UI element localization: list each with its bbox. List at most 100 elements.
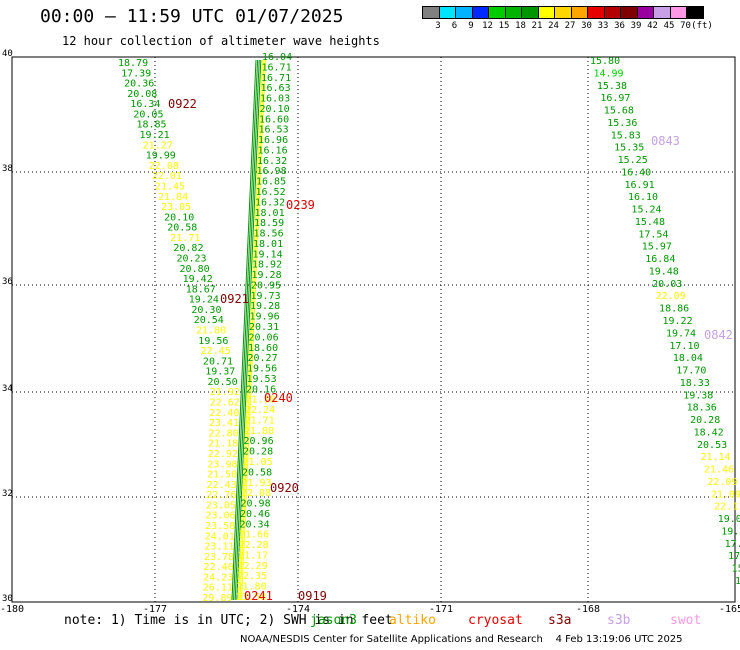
wave-height-label: 21.46: [704, 465, 734, 476]
wave-height-label: 15.48: [635, 217, 665, 228]
wave-height-label: 21.18: [208, 439, 238, 450]
wave-height-label: 15.8: [732, 564, 740, 575]
ground-track-line: [236, 59, 262, 601]
wave-height-label: 18.86: [659, 304, 689, 315]
wave-height-label: 16.71: [261, 73, 291, 84]
wave-height-label: 22.09: [656, 291, 686, 302]
pass-id-label: 0919: [298, 589, 327, 603]
wave-height-label: 18.01: [255, 208, 285, 219]
wave-height-label: 20.34: [240, 519, 270, 530]
latitude-tick-label: 34: [2, 384, 13, 394]
wave-height-label: 24.01: [205, 531, 235, 542]
ground-track-line: [237, 59, 263, 601]
latitude-tick-label: 38: [2, 164, 13, 174]
satellite-legend-swot: swot: [670, 613, 702, 628]
wave-height-label: 22.80: [209, 428, 239, 439]
pass-id-label: 0922: [168, 97, 197, 111]
longitude-tick-label: -171: [429, 604, 453, 615]
wave-height-label: 17.54: [638, 229, 668, 240]
wave-height-label: 23.05: [206, 500, 236, 511]
wave-height-label: 23.58: [205, 521, 235, 532]
wave-height-label: 19.24: [189, 295, 219, 306]
wave-height-label: 23.11: [204, 542, 234, 553]
wave-height-label: 15.35: [614, 143, 644, 154]
ground-track-line: [233, 59, 259, 601]
pass-id-label: 0240: [264, 391, 293, 405]
color-legend-label: 42: [647, 21, 658, 31]
wave-height-label: 19.5: [721, 526, 740, 537]
satellite-legend-altiko: altiko: [389, 613, 436, 628]
longitude-tick-label: -168: [576, 604, 600, 615]
wave-height-label: 21.71: [170, 233, 200, 244]
wave-height-label: 21.80: [196, 326, 226, 337]
wave-height-label: 20.46: [240, 509, 270, 520]
wave-height-label: 20.53: [697, 440, 727, 451]
color-swatch: [686, 6, 704, 19]
wave-height-label: 26.11: [203, 583, 233, 594]
wave-height-label: 16.63: [261, 83, 291, 94]
wave-height-label: 22.11: [714, 502, 740, 513]
wave-height-label: 19.28: [250, 301, 280, 312]
pass-id-label: 0921: [220, 292, 249, 306]
wave-height-label: 16.97: [600, 93, 630, 104]
wave-height-label: 22.08: [149, 161, 179, 172]
color-legend: [422, 6, 704, 19]
wave-height-label: 21.80: [237, 582, 267, 593]
color-legend-label: 27: [564, 21, 576, 31]
wave-height-label: 19.38: [683, 390, 713, 401]
wave-height-label: 18.36: [687, 403, 717, 414]
ground-track-line: [241, 59, 267, 601]
color-legend-label: 70: [680, 21, 691, 31]
wave-height-label: 19.01: [718, 514, 740, 525]
wave-height-label: 17.70: [676, 366, 706, 377]
wave-height-label: 22.92: [208, 449, 238, 460]
color-legend-label: 36: [614, 21, 625, 31]
wave-height-label: 20.58: [167, 223, 197, 234]
wave-height-label: 18.67: [186, 284, 216, 295]
color-legend-label: 30: [581, 21, 592, 31]
color-legend-label: 24: [548, 21, 559, 31]
wave-height-label: 16.91: [625, 180, 655, 191]
longitude-tick-label: -180: [0, 604, 24, 615]
wave-height-label: 22.08: [241, 488, 271, 499]
wave-height-label: 15.1: [735, 576, 740, 587]
wave-height-label: 22.09: [707, 477, 737, 488]
wave-height-label: 22.29: [238, 561, 268, 572]
wave-height-label: 16.60: [259, 114, 289, 125]
latitude-tick-label: 40: [2, 49, 13, 59]
wave-height-label: 21.27: [143, 140, 173, 151]
wave-height-label: 15.36: [607, 118, 637, 129]
wave-height-label: 14.99: [593, 68, 623, 79]
wave-height-label: 23.41: [209, 418, 239, 429]
wave-height-label: 20.05: [133, 109, 163, 120]
wave-height-label: 22.76: [206, 490, 236, 501]
wave-height-label: 19.42: [183, 274, 213, 285]
wave-height-label: 18.59: [254, 218, 284, 229]
wave-height-label: 20.71: [203, 356, 233, 367]
ground-track-line: [231, 59, 257, 601]
wave-height-label: 20.98: [241, 499, 271, 510]
wave-height-label: 20.16: [246, 384, 276, 395]
pass-id-label: 0843: [651, 134, 680, 148]
map-frame: [11, 56, 736, 603]
wave-height-label: 17.2: [728, 551, 740, 562]
credit-line: NOAA/NESDIS Center for Satellite Applica…: [240, 634, 683, 645]
wave-height-label: 21.05: [243, 457, 273, 468]
wave-height-label: 23.05: [161, 202, 191, 213]
wave-height-label: 22.62: [210, 398, 240, 409]
wave-height-label: 15.24: [631, 205, 661, 216]
wave-height-label: 15.38: [597, 81, 627, 92]
color-legend-label: (ft): [691, 21, 713, 31]
wave-height-label: 20.10: [260, 104, 290, 115]
wave-height-label: 18.56: [254, 229, 284, 240]
latitude-tick-label: 32: [2, 489, 13, 499]
wave-height-label: 21.92: [210, 387, 240, 398]
wave-height-label: 20.30: [191, 305, 221, 316]
wave-height-label: 21.84: [158, 192, 188, 203]
pass-id-label: 0241: [244, 589, 273, 603]
wave-height-label: 20.03: [652, 279, 682, 290]
wave-height-label: 23.58: [236, 592, 266, 603]
wave-height-label: 21.14: [700, 452, 730, 463]
wave-height-label: 17.10: [669, 341, 699, 352]
wave-height-label: 23.06: [205, 511, 235, 522]
